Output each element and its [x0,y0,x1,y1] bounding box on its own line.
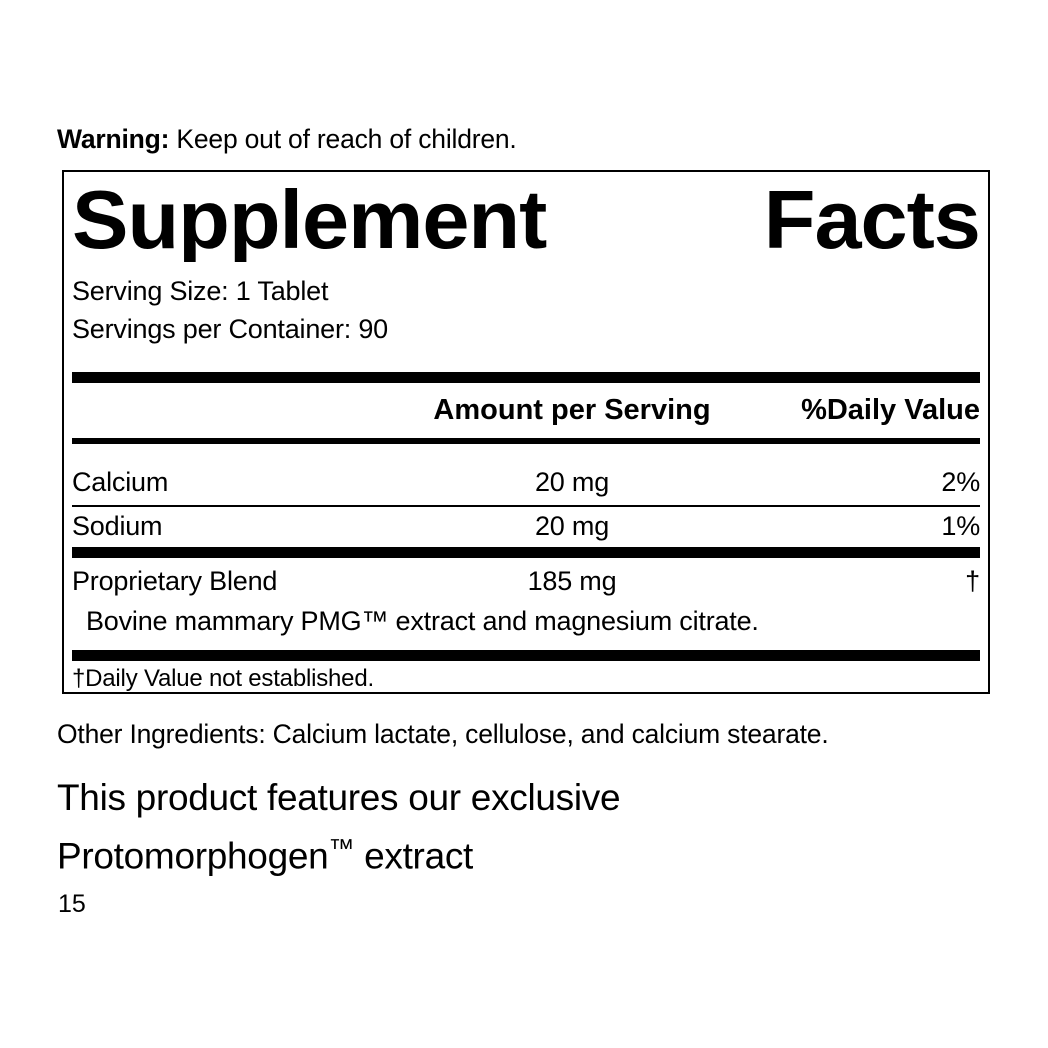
serving-information: Serving Size: 1 Tablet Servings per Cont… [72,272,980,348]
nutrient-daily-value: 2% [941,467,980,497]
nutrient-name: Calcium [72,467,169,497]
rule-between-calcium-and-sodium [72,505,980,507]
servings-per-container-line: Servings per Container: 90 [72,314,388,344]
supplement-facts-title: Supplement Facts [72,177,980,262]
warning-text: Keep out of reach of children. [169,124,517,154]
proprietary-blend-ingredients: Bovine mammary PMG™ extract and magnesiu… [86,606,759,636]
rule-above-column-headers [72,372,980,383]
page-number: 15 [58,890,86,918]
table-row-calcium: Calcium 20 mg 2% [72,461,980,503]
warning-line: Warning: Keep out of reach of children. [57,122,517,156]
column-headers-row: Amount per Serving %Daily Value [72,388,980,432]
supplement-facts-panel: Supplement Facts Serving Size: 1 Tablet … [62,170,990,694]
table-row-sodium: Sodium 20 mg 1% [72,505,980,547]
nutrient-daily-value: 1% [941,511,980,541]
nutrient-amount: 20 mg [534,511,610,541]
feature-line-1: This product features our exclusive [57,777,621,818]
nutrient-amount: 185 mg [527,566,617,596]
feature-line-2-suffix: extract [354,835,474,877]
feature-brand-name: Protomorphogen [57,835,329,877]
table-row-proprietary-blend: Proprietary Blend 185 mg † [72,560,980,602]
title-word-facts: Facts [763,177,980,262]
nutrient-name: Proprietary Blend [72,566,278,596]
warning-label: Warning: [57,124,170,154]
rule-above-proprietary-blend [72,547,980,558]
nutrient-daily-value: † [965,566,980,596]
rule-above-footnote [72,650,980,661]
daily-value-footnote: †Daily Value not established. [72,665,374,692]
other-ingredients-line: Other Ingredients: Calcium lactate, cell… [57,719,829,749]
title-word-supplement: Supplement [72,177,547,262]
rule-below-column-headers [72,438,980,444]
feature-statement: This product features our exclusive Prot… [57,772,957,882]
nutrient-name: Sodium [72,511,163,541]
trademark-symbol: ™ [328,833,355,863]
amount-per-serving-header: Amount per Serving [433,394,711,426]
serving-size-line: Serving Size: 1 Tablet [72,276,329,306]
supplement-facts-inner: Supplement Facts Serving Size: 1 Tablet … [64,172,988,692]
daily-value-header: %Daily Value [801,394,980,426]
nutrient-amount: 20 mg [534,467,610,497]
